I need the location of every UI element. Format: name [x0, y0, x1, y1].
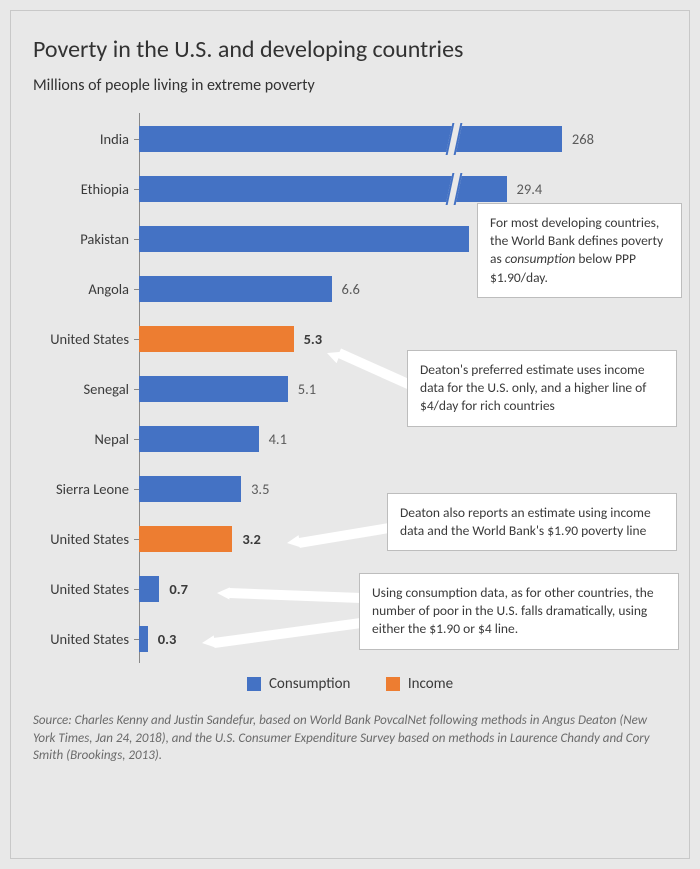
plot-area: India268Ethiopia29.4Pakistan11.3Angola6.… [37, 113, 667, 663]
category-label: Pakistan [37, 230, 139, 248]
swatch-consumption [247, 677, 261, 691]
source-text: Source: Charles Kenny and Justin Sandefu… [33, 712, 667, 765]
value-label: 6.6 [342, 280, 360, 298]
category-label: Nepal [37, 430, 139, 448]
bar-row: India 268 [37, 119, 667, 159]
bar [139, 126, 562, 152]
category-label: United States [37, 580, 139, 598]
legend-item-consumption: Consumption [247, 675, 350, 693]
chart-title: Poverty in the U.S. and developing count… [33, 35, 667, 64]
bar [139, 526, 232, 552]
category-label: United States [37, 330, 139, 348]
callout-box: For most developing countries, the World… [477, 203, 682, 298]
bar [139, 226, 469, 252]
category-label: United States [37, 530, 139, 548]
chart-subtitle: Millions of people living in extreme pov… [33, 76, 667, 95]
legend-label-income: Income [408, 675, 453, 693]
legend: Consumption Income [33, 675, 667, 696]
category-label: Sierra Leone [37, 480, 139, 498]
axis-break-icon [446, 123, 463, 155]
bar [139, 376, 288, 402]
value-label: 4.1 [269, 430, 287, 448]
bar [139, 426, 259, 452]
value-label: 29.4 [517, 180, 543, 198]
callout-box: Deaton's preferred estimate uses income … [407, 350, 677, 427]
value-label: 0.3 [158, 630, 177, 648]
value-label: 3.2 [242, 530, 261, 548]
category-label: Senegal [37, 380, 139, 398]
bar [139, 476, 241, 502]
legend-label-consumption: Consumption [269, 675, 350, 693]
bar [139, 626, 148, 652]
bar [139, 176, 507, 202]
value-label: 268 [572, 130, 594, 148]
legend-item-income: Income [386, 675, 453, 693]
value-label: 0.7 [169, 580, 188, 598]
value-label: 3.5 [251, 480, 269, 498]
category-label: India [37, 130, 139, 148]
callout-box: Using consumption data, as for other cou… [359, 573, 679, 650]
bar [139, 326, 294, 352]
callout-arrow-icon [182, 603, 381, 663]
category-label: Ethiopia [37, 180, 139, 198]
swatch-income [386, 677, 400, 691]
callout-box: Deaton also reports an estimate using in… [387, 493, 677, 551]
axis-break-icon [446, 173, 463, 205]
bar [139, 276, 332, 302]
category-label: Angola [37, 280, 139, 298]
chart-container: Poverty in the U.S. and developing count… [10, 10, 690, 859]
category-label: United States [37, 630, 139, 648]
bar [139, 576, 159, 602]
